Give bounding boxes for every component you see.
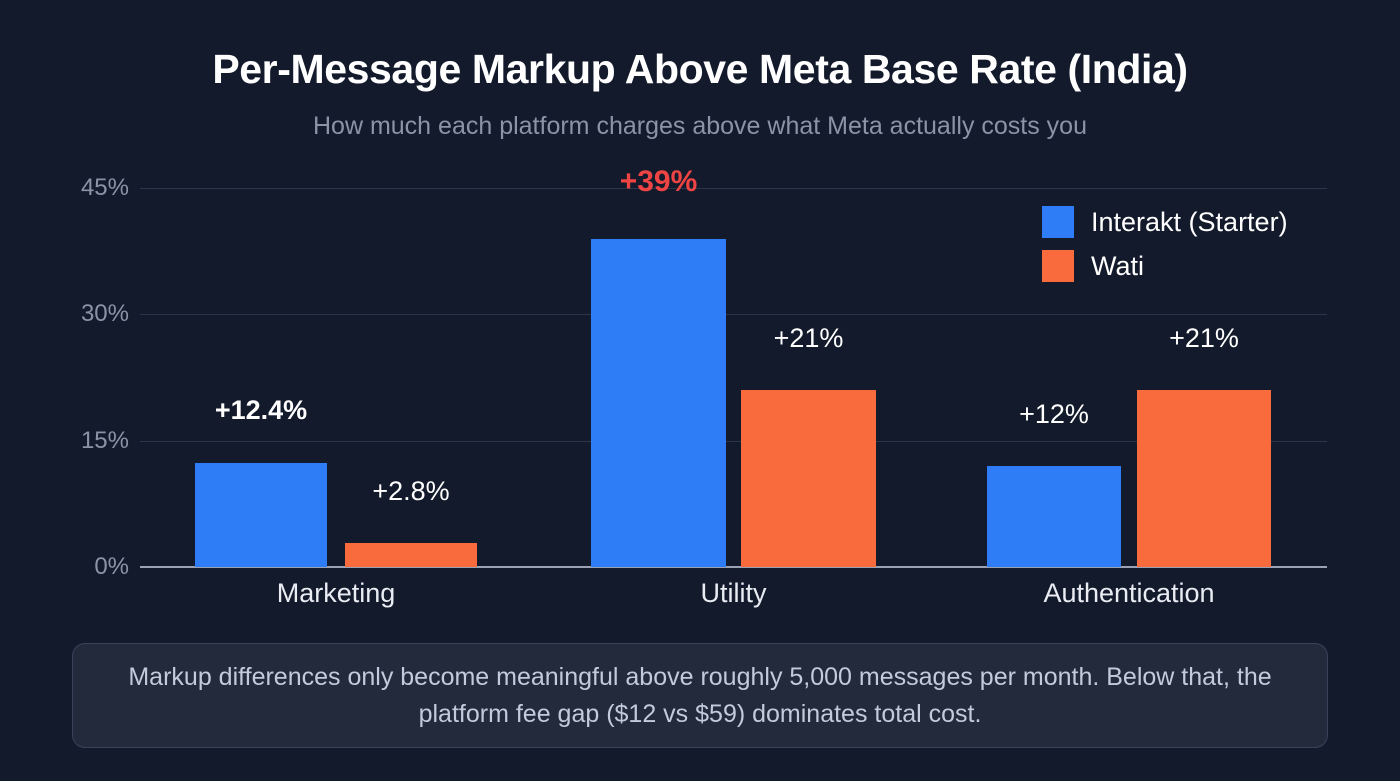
bar-label-marketing-interakt: +12.4% xyxy=(214,395,308,425)
legend-swatch-icon-wati xyxy=(1042,250,1074,282)
bar-label-marketing-wati: +2.8% xyxy=(372,476,450,506)
gridline-15 xyxy=(140,440,1327,442)
bar-marketing-interakt[interactable] xyxy=(195,462,327,567)
bar-label-authentication-interakt: +12% xyxy=(1019,399,1089,429)
bar-authentication-interakt[interactable] xyxy=(987,466,1121,567)
chart-title: Per-Message Markup Above Meta Base Rate … xyxy=(212,46,1188,92)
bar-authentication-wati[interactable] xyxy=(1137,390,1271,567)
ytick-label-15: 15% xyxy=(80,426,129,454)
chart-legend: Interakt (Starter) Wati xyxy=(1042,206,1288,294)
axis-baseline xyxy=(140,566,1327,568)
bar-utility-wati[interactable] xyxy=(741,390,876,567)
ytick-label-30: 30% xyxy=(80,300,129,328)
footnote-box: Markup differences only become meaningfu… xyxy=(72,643,1328,748)
bar-label-utility-wati: +21% xyxy=(773,323,844,353)
ytick-label-0: 0% xyxy=(94,553,129,580)
category-label-utility: Utility xyxy=(700,578,767,608)
bar-label-authentication-wati: +21% xyxy=(1169,323,1239,353)
category-label-marketing: Marketing xyxy=(276,578,396,608)
legend-item-wati[interactable]: Wati xyxy=(1042,250,1288,282)
legend-label-wati: Wati xyxy=(1091,250,1144,281)
plot-area: 45% 30% 15% 0% +12.4% +2.8% +39% +21% +1… xyxy=(81,165,1327,580)
gridline-45 xyxy=(140,188,1327,189)
footnote-text: Markup differences only become meaningfu… xyxy=(128,662,1272,728)
ytick-label-45: 45% xyxy=(80,174,129,201)
gridline-30 xyxy=(140,314,1327,316)
legend-item-interakt[interactable]: Interakt (Starter) xyxy=(1042,206,1288,238)
legend-label-interakt: Interakt (Starter) xyxy=(1091,206,1288,237)
bar-marketing-wati[interactable] xyxy=(345,543,477,567)
chart-subtitle: How much each platform charges above wha… xyxy=(313,112,1087,140)
legend-swatch-icon-interakt xyxy=(1042,206,1074,238)
bar-utility-interakt[interactable] xyxy=(591,238,726,567)
category-label-authentication: Authentication xyxy=(1043,578,1215,608)
bar-label-utility-interakt: +39% xyxy=(619,165,698,198)
